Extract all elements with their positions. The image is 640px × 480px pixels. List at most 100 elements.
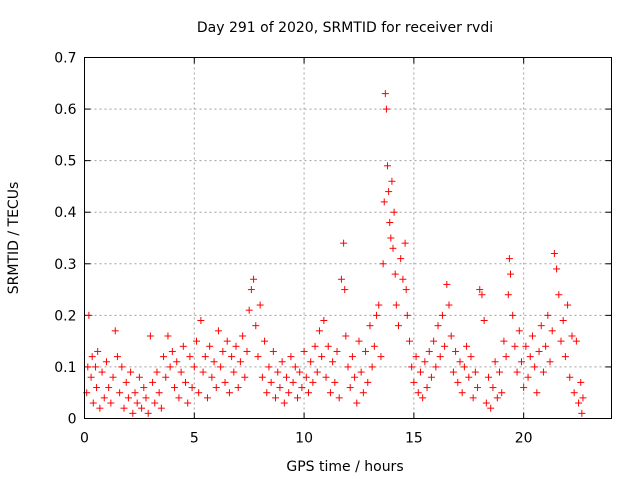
data-point — [192, 337, 200, 345]
y-tick-label: 0.4 — [54, 205, 76, 221]
data-point — [85, 311, 93, 319]
data-point — [524, 373, 532, 381]
data-point — [175, 394, 183, 402]
data-point — [212, 384, 220, 392]
data-point — [232, 342, 240, 350]
data-point — [133, 399, 141, 407]
data-point — [201, 353, 209, 361]
data-point — [289, 378, 297, 386]
data-point — [528, 332, 536, 340]
data-point — [359, 389, 367, 397]
x-tick-label: 15 — [405, 431, 423, 447]
data-point — [287, 353, 295, 361]
data-point — [267, 378, 275, 386]
data-point — [239, 332, 247, 340]
data-point — [460, 363, 468, 371]
x-tick-label: 0 — [80, 431, 89, 447]
data-point — [373, 311, 381, 319]
data-point — [348, 353, 356, 361]
data-point — [309, 378, 317, 386]
data-point — [377, 353, 385, 361]
data-point — [261, 337, 269, 345]
data-point — [408, 363, 416, 371]
data-point — [241, 373, 249, 381]
y-tick-label: 0.3 — [54, 257, 76, 273]
data-point — [539, 368, 547, 376]
y-tick-label: 0.1 — [54, 360, 76, 376]
data-point — [500, 337, 508, 345]
data-point — [276, 384, 284, 392]
data-point — [447, 332, 455, 340]
data-point — [561, 353, 569, 361]
data-point — [341, 286, 349, 294]
data-point — [575, 399, 583, 407]
data-point — [577, 378, 585, 386]
data-point — [542, 342, 550, 350]
data-point — [298, 384, 306, 392]
plot-frame — [84, 57, 612, 419]
data-point — [564, 301, 572, 309]
data-point — [381, 90, 389, 98]
data-point — [88, 353, 96, 361]
data-point — [111, 327, 119, 335]
data-point — [210, 358, 218, 366]
data-point — [296, 368, 304, 376]
data-point — [546, 358, 554, 366]
data-point — [368, 363, 376, 371]
data-point — [184, 399, 192, 407]
data-point — [480, 317, 488, 325]
data-point — [302, 373, 310, 381]
data-point — [476, 286, 484, 294]
data-point — [283, 373, 291, 381]
data-point — [438, 311, 446, 319]
data-points — [83, 90, 587, 417]
data-point — [578, 409, 586, 417]
data-point — [412, 353, 420, 361]
data-point — [502, 353, 510, 361]
x-tick-label: 20 — [515, 431, 533, 447]
data-point — [390, 208, 398, 216]
data-point — [434, 322, 442, 330]
data-point — [436, 353, 444, 361]
data-point — [243, 347, 251, 355]
data-point — [182, 378, 190, 386]
data-point — [263, 389, 271, 397]
data-point — [285, 389, 293, 397]
data-point — [105, 384, 113, 392]
x-axis-label: GPS time / hours — [286, 459, 403, 475]
data-point — [199, 368, 207, 376]
data-point — [269, 347, 277, 355]
data-point — [353, 399, 361, 407]
data-point — [151, 399, 159, 407]
data-point — [513, 368, 521, 376]
data-point — [419, 394, 427, 402]
data-point — [214, 327, 222, 335]
data-point — [458, 389, 466, 397]
data-point — [89, 399, 97, 407]
data-point — [553, 265, 561, 273]
data-point — [395, 322, 403, 330]
data-point — [471, 368, 479, 376]
data-point — [362, 347, 370, 355]
data-point — [392, 301, 400, 309]
data-point — [293, 394, 301, 402]
data-point — [346, 384, 354, 392]
data-point — [245, 306, 253, 314]
x-tick-label: 5 — [190, 431, 199, 447]
data-point — [190, 363, 198, 371]
data-point — [375, 301, 383, 309]
data-point — [326, 389, 334, 397]
data-point — [98, 368, 106, 376]
data-point — [258, 373, 266, 381]
data-point — [421, 358, 429, 366]
data-point — [318, 353, 326, 361]
data-point — [146, 332, 154, 340]
data-point — [401, 239, 409, 247]
data-point — [509, 311, 517, 319]
data-point — [559, 317, 567, 325]
data-point — [324, 342, 332, 350]
data-point — [265, 363, 273, 371]
data-point — [173, 358, 181, 366]
data-point — [311, 342, 319, 350]
data-point — [489, 384, 497, 392]
